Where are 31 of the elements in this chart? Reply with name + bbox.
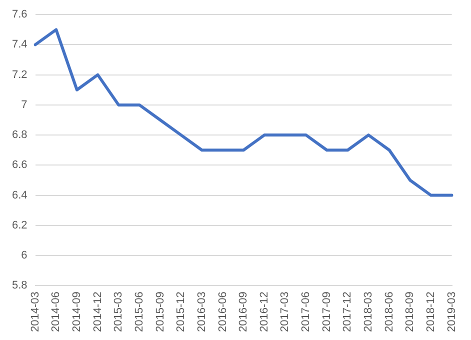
x-tick-label: 2014-12 [92,292,104,332]
x-tick-label: 2018-12 [425,292,438,332]
x-tick-label: 2015-06 [133,292,146,332]
y-tick-label: 6.6 [12,159,28,172]
x-tick-label: 2019-03 [446,292,458,332]
x-tick-label: 2017-03 [279,292,292,332]
y-tick-label: 6.8 [12,129,28,142]
y-tick-label: 7 [21,98,28,111]
x-tick-label: 2018-06 [383,292,396,332]
x-tick-label: 2016-06 [216,292,229,332]
y-tick-label: 7.6 [12,8,28,21]
y-tick-label: 6.2 [12,219,28,232]
x-tick-label: 2016-09 [238,292,250,332]
y-tick-label: 6.4 [12,189,28,202]
x-tick-label: 2015-03 [112,292,125,332]
x-tick-label: 2015-09 [154,292,166,332]
x-tick-label: 2018-09 [404,292,416,332]
y-tick-label: 7.2 [12,68,28,81]
x-tick-label: 2014-03 [29,292,42,332]
x-tick-label: 2018-03 [362,292,375,332]
x-tick-label: 2017-09 [320,292,333,332]
x-tick-label: 2014-09 [70,292,83,332]
y-tick-label: 5.8 [12,280,28,292]
x-tick-label: 2017-06 [300,292,312,332]
x-tick-label: 2015-12 [175,292,188,332]
y-tick-label: 6 [21,250,28,262]
x-tick-label: 2014-06 [50,292,62,332]
y-tick-label: 7.4 [12,38,28,51]
x-tick-label: 2016-12 [258,292,270,332]
x-tick-label: 2017-12 [342,292,354,332]
x-tick-label: 2016-03 [196,292,208,332]
